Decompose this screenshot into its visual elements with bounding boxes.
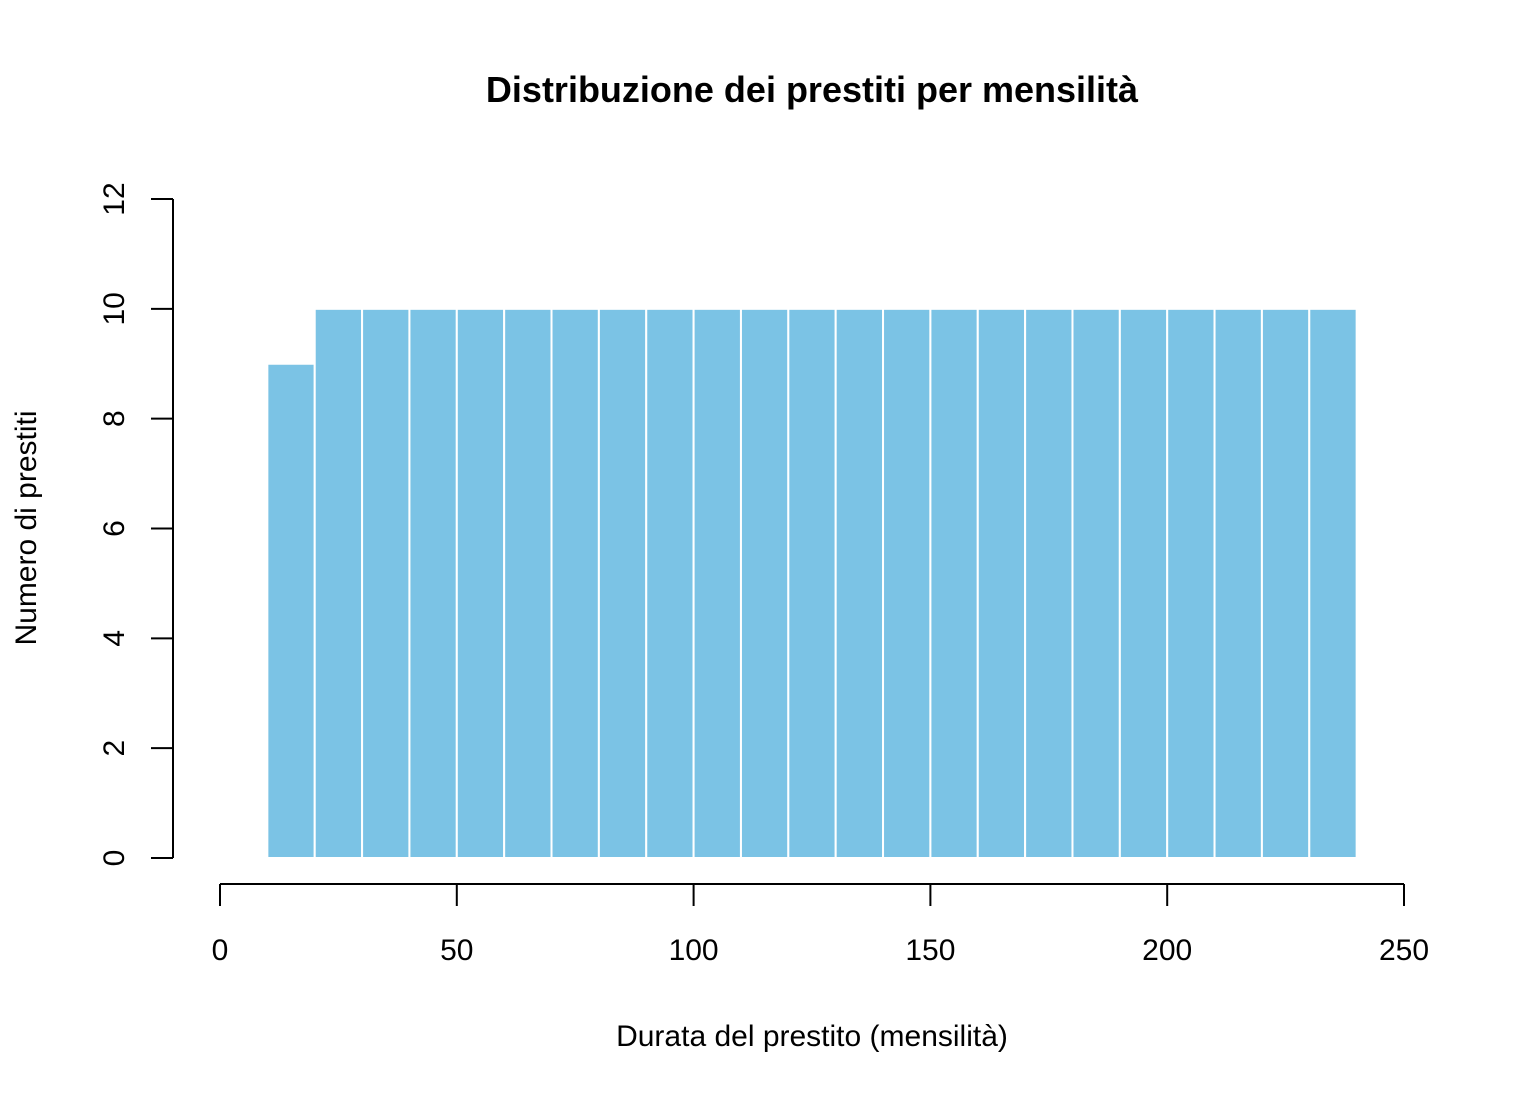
y-tick-label: 12 — [98, 182, 131, 215]
histogram-bar — [266, 362, 316, 859]
x-tick-label: 200 — [1142, 934, 1192, 967]
y-tick-label: 10 — [98, 292, 131, 325]
histogram-bar — [408, 307, 458, 860]
histogram-bar — [1071, 307, 1121, 860]
histogram-bar — [1213, 307, 1263, 860]
histogram-bar — [361, 307, 411, 860]
y-tick-label: 4 — [98, 630, 131, 647]
x-tick-label: 150 — [905, 934, 955, 967]
x-tick-label: 100 — [669, 934, 719, 967]
x-axis: 0 50 100 150 200 250 — [212, 883, 1429, 967]
histogram-bar — [787, 307, 837, 860]
x-tick-label: 250 — [1379, 934, 1429, 967]
y-tick-label: 8 — [98, 410, 131, 427]
bars-group — [266, 307, 1358, 860]
histogram-bar — [1118, 307, 1169, 860]
histogram-bar — [882, 307, 932, 860]
histogram-bar — [976, 307, 1027, 860]
histogram-bar — [597, 307, 648, 860]
histogram-bar — [1308, 307, 1358, 860]
histogram-bar — [692, 307, 742, 860]
y-tick-label: 6 — [98, 520, 131, 537]
histogram-bar — [503, 307, 553, 860]
histogram-bar — [1166, 307, 1216, 860]
histogram-bar — [645, 307, 695, 860]
histogram-bar — [739, 307, 790, 860]
histogram-bar — [313, 307, 364, 860]
x-tick-label: 0 — [212, 934, 229, 967]
y-axis: 0 2 4 6 8 10 12 — [98, 182, 174, 867]
histogram-bar — [550, 307, 600, 860]
y-tick-label: 2 — [98, 740, 131, 757]
y-axis-label: Numero di prestiti — [10, 410, 43, 645]
histogram-bar — [455, 307, 506, 860]
chart-title: Distribuzione dei prestiti per mensilità — [486, 69, 1139, 110]
histogram-bar — [929, 307, 979, 860]
histogram-bar — [1024, 307, 1074, 860]
histogram-bar — [834, 307, 885, 860]
y-tick-label: 0 — [98, 850, 131, 867]
x-axis-label: Durata del prestito (mensilità) — [616, 1020, 1008, 1053]
x-tick-label: 50 — [440, 934, 473, 967]
histogram-bar — [1260, 307, 1311, 860]
